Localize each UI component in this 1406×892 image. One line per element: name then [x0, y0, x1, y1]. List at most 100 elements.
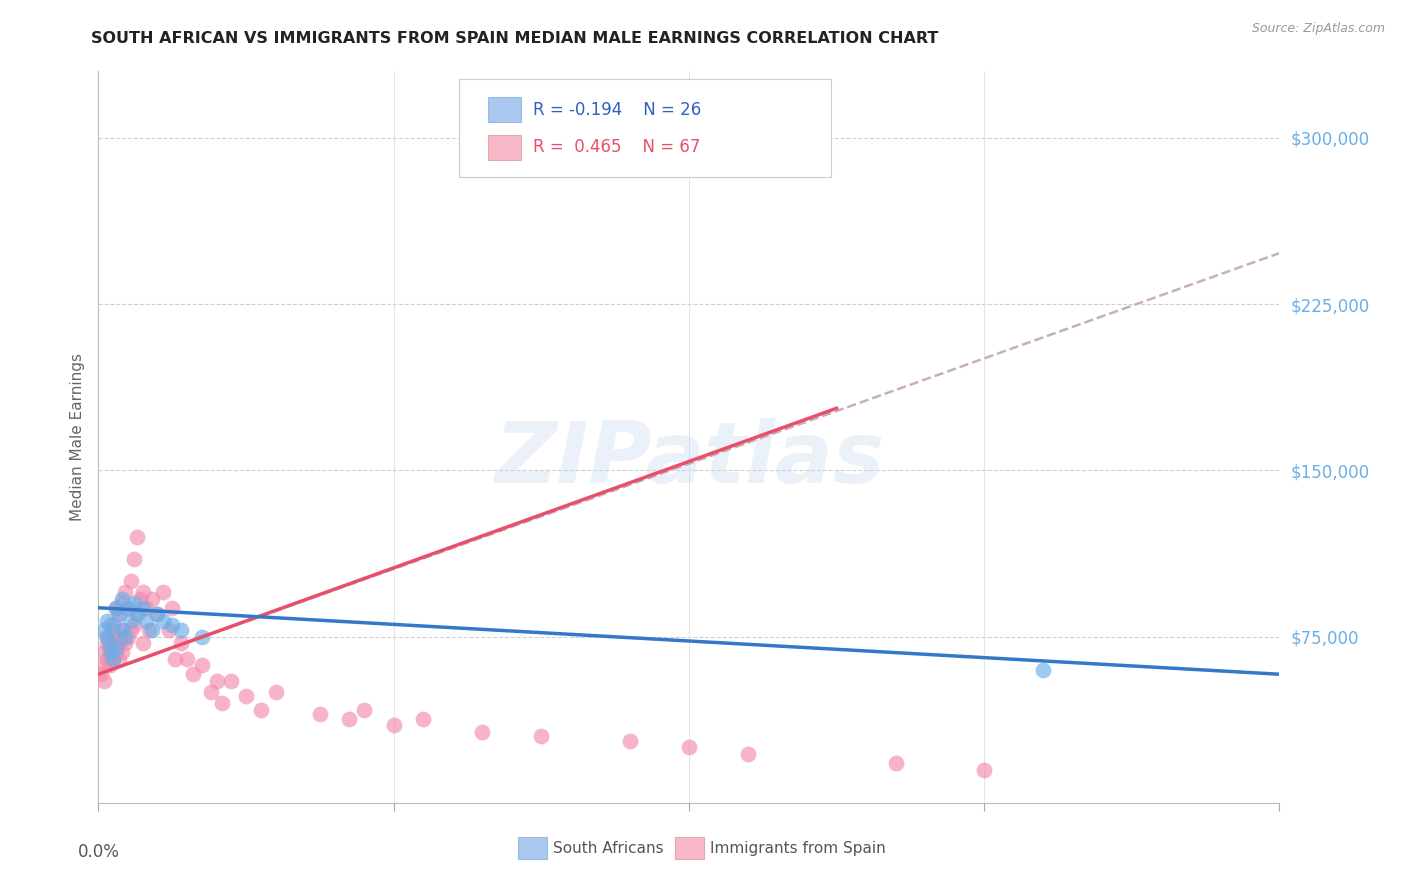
Point — [339, 712, 361, 726]
Text: ZIPatlas: ZIPatlas — [494, 417, 884, 500]
Point — [122, 552, 145, 566]
Text: 0.0%: 0.0% — [77, 843, 120, 861]
Point — [191, 630, 214, 644]
Point — [125, 530, 148, 544]
Text: R =  0.465    N = 67: R = 0.465 N = 67 — [533, 138, 700, 156]
Point — [353, 703, 375, 717]
Point — [98, 636, 121, 650]
Point — [1032, 663, 1054, 677]
Point — [120, 623, 142, 637]
Point — [138, 623, 160, 637]
Point — [103, 623, 125, 637]
Point — [205, 673, 228, 688]
Point — [162, 618, 183, 632]
Point — [141, 591, 163, 606]
Point — [132, 636, 155, 650]
Point — [108, 607, 131, 622]
Point — [132, 585, 155, 599]
Point — [98, 645, 121, 659]
Point — [125, 607, 148, 622]
Point — [678, 740, 700, 755]
Point — [105, 600, 128, 615]
Point — [128, 591, 150, 606]
Point — [120, 614, 142, 628]
Point — [737, 747, 759, 761]
Point — [93, 645, 115, 659]
Point — [211, 696, 233, 710]
Bar — [488, 135, 522, 160]
Point — [152, 614, 174, 628]
Point — [105, 640, 128, 655]
Point — [309, 707, 332, 722]
Point — [105, 640, 128, 655]
Point — [135, 614, 157, 628]
Point — [191, 658, 214, 673]
Point — [103, 636, 125, 650]
Point — [170, 623, 193, 637]
Point — [176, 651, 198, 665]
Point — [93, 673, 115, 688]
Point — [530, 729, 553, 743]
Text: SOUTH AFRICAN VS IMMIGRANTS FROM SPAIN MEDIAN MALE EARNINGS CORRELATION CHART: SOUTH AFRICAN VS IMMIGRANTS FROM SPAIN M… — [91, 31, 939, 46]
Point — [146, 607, 169, 622]
Point — [103, 651, 125, 665]
Point — [471, 724, 494, 739]
Point — [146, 607, 169, 622]
Point — [152, 585, 174, 599]
Text: R = -0.194    N = 26: R = -0.194 N = 26 — [533, 101, 702, 119]
Point — [108, 607, 131, 622]
Bar — [517, 838, 547, 859]
Point — [117, 600, 139, 615]
Point — [90, 667, 112, 681]
Bar — [675, 838, 704, 859]
Point — [250, 703, 273, 717]
Point — [170, 636, 193, 650]
Point — [98, 618, 121, 632]
Point — [117, 600, 139, 615]
Bar — [488, 97, 522, 122]
Point — [221, 673, 243, 688]
Point — [120, 574, 142, 589]
Point — [125, 607, 148, 622]
Point — [96, 614, 118, 628]
Point — [973, 763, 995, 777]
Point — [98, 640, 121, 655]
Point — [105, 600, 128, 615]
Point — [96, 651, 118, 665]
Point — [114, 636, 136, 650]
Point — [98, 658, 121, 673]
Point — [412, 712, 434, 726]
Text: Immigrants from Spain: Immigrants from Spain — [710, 840, 886, 855]
Point — [105, 645, 128, 659]
Text: South Africans: South Africans — [553, 840, 664, 855]
Point — [111, 623, 134, 637]
Point — [108, 636, 131, 650]
FancyBboxPatch shape — [458, 78, 831, 178]
Point — [105, 630, 128, 644]
Point — [96, 630, 118, 644]
Point — [114, 630, 136, 644]
Point — [117, 630, 139, 644]
Point — [96, 630, 118, 644]
Point — [93, 623, 115, 637]
Point — [103, 618, 125, 632]
Point — [93, 658, 115, 673]
Point — [108, 651, 131, 665]
Point — [111, 596, 134, 610]
Point — [382, 718, 405, 732]
Point — [141, 623, 163, 637]
Point — [122, 596, 145, 610]
Point — [884, 756, 907, 770]
Point — [135, 600, 157, 615]
Point — [111, 591, 134, 606]
Point — [111, 645, 134, 659]
Point — [200, 685, 222, 699]
Point — [619, 733, 641, 747]
Point — [181, 667, 204, 681]
Text: Source: ZipAtlas.com: Source: ZipAtlas.com — [1251, 22, 1385, 36]
Point — [132, 600, 155, 615]
Y-axis label: Median Male Earnings: Median Male Earnings — [69, 353, 84, 521]
Point — [114, 585, 136, 599]
Point — [165, 651, 187, 665]
Point — [103, 651, 125, 665]
